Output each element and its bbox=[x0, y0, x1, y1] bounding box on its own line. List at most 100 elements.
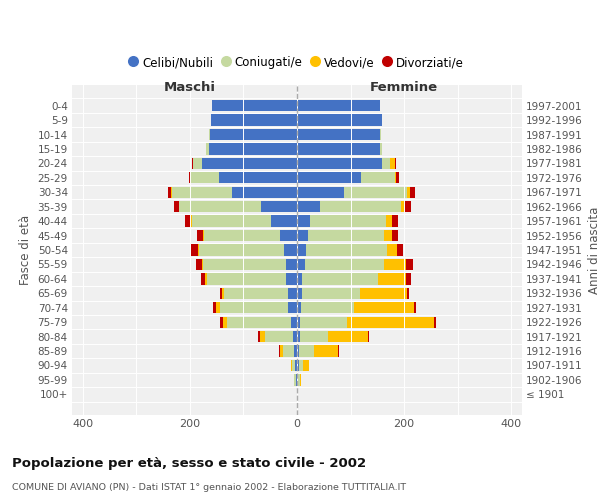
Bar bbox=[193, 158, 202, 169]
Bar bbox=[395, 172, 396, 184]
Bar bbox=[172, 186, 232, 198]
Bar bbox=[390, 158, 395, 169]
Bar bbox=[297, 158, 382, 169]
Bar bbox=[297, 172, 361, 184]
Bar bbox=[299, 346, 314, 356]
Bar bbox=[392, 216, 398, 227]
Bar bbox=[189, 172, 190, 184]
Bar bbox=[297, 216, 310, 227]
Bar bbox=[434, 316, 436, 328]
Bar bbox=[297, 100, 380, 112]
Bar bbox=[297, 331, 299, 342]
Bar bbox=[224, 288, 289, 299]
Bar bbox=[190, 172, 191, 184]
Bar bbox=[384, 259, 406, 270]
Bar bbox=[360, 288, 407, 299]
Bar bbox=[260, 331, 265, 342]
Bar bbox=[204, 230, 280, 241]
Bar bbox=[300, 316, 347, 328]
Bar bbox=[202, 158, 297, 169]
Bar bbox=[215, 302, 220, 314]
Bar bbox=[280, 230, 297, 241]
Bar bbox=[179, 201, 260, 212]
Bar bbox=[196, 259, 202, 270]
Bar bbox=[379, 273, 406, 284]
Bar bbox=[328, 331, 368, 342]
Bar bbox=[191, 244, 198, 256]
Bar bbox=[305, 244, 387, 256]
Bar bbox=[265, 331, 293, 342]
Bar bbox=[223, 316, 227, 328]
Bar bbox=[401, 201, 405, 212]
Legend: Celibi/Nubili, Coniugati/e, Vedovi/e, Divorziati/e: Celibi/Nubili, Coniugati/e, Vedovi/e, Di… bbox=[126, 52, 468, 74]
Bar bbox=[297, 302, 301, 314]
Bar bbox=[205, 273, 207, 284]
Bar bbox=[407, 186, 410, 198]
Bar bbox=[283, 346, 295, 356]
Bar bbox=[227, 316, 290, 328]
Bar bbox=[209, 129, 210, 140]
Bar bbox=[297, 273, 302, 284]
Bar bbox=[209, 144, 297, 154]
Text: Popolazione per età, sesso e stato civile - 2002: Popolazione per età, sesso e stato civil… bbox=[12, 458, 366, 470]
Bar bbox=[220, 288, 222, 299]
Bar bbox=[280, 346, 283, 356]
Bar bbox=[292, 360, 295, 371]
Bar bbox=[380, 144, 382, 154]
Text: COMUNE DI AVIANO (PN) - Dati ISTAT 1° gennaio 2002 - Elaborazione TUTTITALIA.IT: COMUNE DI AVIANO (PN) - Dati ISTAT 1° ge… bbox=[12, 482, 406, 492]
Bar bbox=[258, 331, 260, 342]
Bar bbox=[297, 316, 300, 328]
Bar bbox=[386, 216, 392, 227]
Bar bbox=[289, 288, 297, 299]
Bar bbox=[297, 360, 299, 371]
Bar bbox=[284, 244, 297, 256]
Bar bbox=[271, 216, 297, 227]
Bar bbox=[397, 244, 403, 256]
Bar bbox=[210, 129, 297, 140]
Bar bbox=[347, 316, 434, 328]
Bar bbox=[405, 201, 410, 212]
Bar bbox=[296, 374, 297, 386]
Bar bbox=[344, 186, 407, 198]
Bar bbox=[297, 114, 382, 126]
Bar bbox=[197, 230, 203, 241]
Bar bbox=[297, 186, 344, 198]
Bar bbox=[192, 158, 193, 169]
Bar bbox=[414, 302, 416, 314]
Bar bbox=[297, 259, 305, 270]
Bar bbox=[387, 244, 397, 256]
Bar bbox=[299, 331, 328, 342]
Y-axis label: Fasce di età: Fasce di età bbox=[19, 215, 32, 285]
Bar bbox=[302, 288, 360, 299]
Bar bbox=[338, 346, 340, 356]
Text: Maschi: Maschi bbox=[164, 81, 216, 94]
Bar bbox=[297, 288, 302, 299]
Bar bbox=[220, 302, 289, 314]
Bar bbox=[192, 216, 271, 227]
Bar bbox=[299, 374, 301, 386]
Bar bbox=[286, 259, 297, 270]
Bar bbox=[212, 100, 297, 112]
Bar bbox=[297, 144, 380, 154]
Bar bbox=[286, 273, 297, 284]
Bar bbox=[290, 316, 297, 328]
Bar bbox=[203, 259, 286, 270]
Bar bbox=[382, 158, 390, 169]
Bar bbox=[295, 360, 297, 371]
Bar bbox=[295, 346, 297, 356]
Bar bbox=[302, 273, 379, 284]
Bar bbox=[211, 114, 297, 126]
Bar bbox=[297, 230, 308, 241]
Bar bbox=[299, 360, 303, 371]
Bar bbox=[396, 172, 399, 184]
Bar bbox=[305, 259, 384, 270]
Bar bbox=[220, 316, 223, 328]
Bar bbox=[201, 273, 205, 284]
Bar bbox=[206, 144, 209, 154]
Bar bbox=[297, 244, 305, 256]
Bar bbox=[202, 259, 203, 270]
Bar bbox=[297, 201, 320, 212]
Bar bbox=[191, 172, 220, 184]
Bar bbox=[232, 186, 297, 198]
Bar bbox=[279, 346, 280, 356]
